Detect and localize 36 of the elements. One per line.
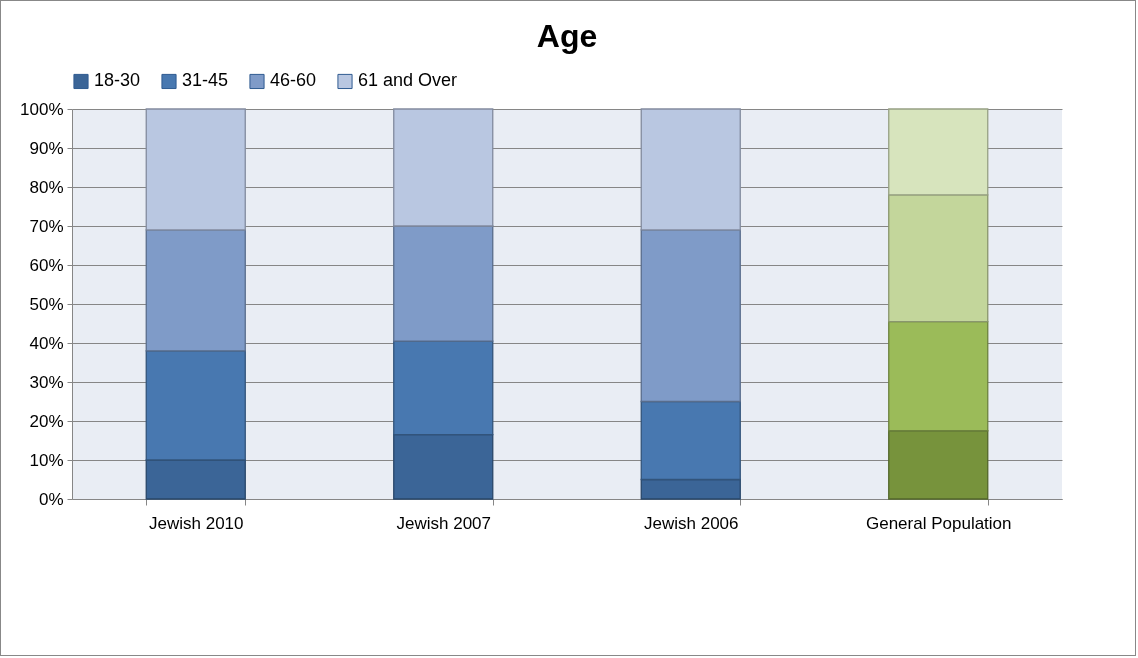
bar — [888, 320, 989, 432]
legend-label: 46-60 — [270, 70, 317, 91]
bar — [145, 229, 246, 352]
legend-label: 31-45 — [182, 70, 229, 91]
y-tick-label: 40% — [29, 333, 64, 353]
y-tick-label: 90% — [29, 138, 64, 158]
bar — [393, 340, 494, 436]
chart-title: Age — [536, 18, 598, 54]
bar — [640, 478, 741, 500]
y-tick-label: 70% — [29, 216, 64, 236]
bar — [888, 194, 989, 323]
bar — [393, 225, 494, 342]
bar — [888, 108, 989, 196]
bar — [640, 229, 741, 403]
bar — [393, 108, 494, 227]
bar — [888, 430, 989, 500]
y-tick-label: 60% — [29, 255, 64, 275]
y-tick-label: 50% — [29, 294, 64, 314]
y-tick-label: 80% — [29, 177, 64, 197]
x-tick-label: General Population — [865, 513, 1012, 533]
y-tick-label: 0% — [38, 489, 64, 509]
bar — [393, 434, 494, 500]
y-tick-label: 20% — [29, 411, 64, 431]
bar — [145, 350, 246, 461]
y-tick-label: 100% — [20, 99, 64, 119]
legend-label: 61 and Over — [358, 70, 458, 91]
y-tick-label: 30% — [29, 372, 64, 392]
bar — [145, 459, 246, 500]
bar — [640, 400, 741, 481]
y-tick-label: 10% — [29, 450, 64, 470]
legend-label: 18-30 — [94, 70, 141, 91]
x-tick-label: Jewish 2006 — [643, 513, 739, 533]
x-tick-label: Jewish 2010 — [148, 513, 244, 533]
bar — [640, 108, 741, 231]
x-tick-label: Jewish 2007 — [396, 513, 492, 533]
bar — [145, 108, 246, 231]
